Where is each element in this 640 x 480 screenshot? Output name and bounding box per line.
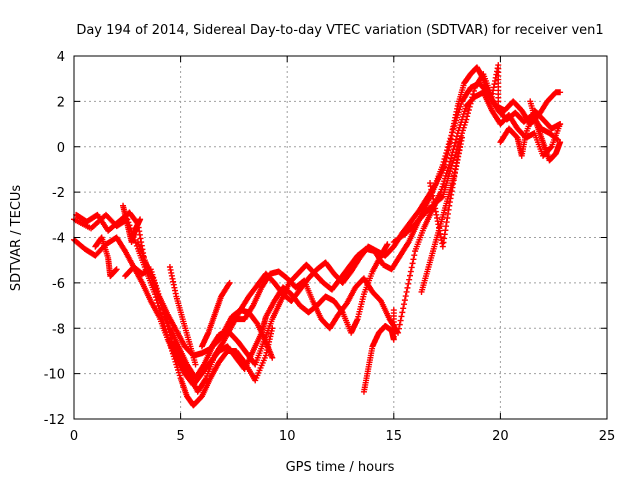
series-markers (122, 89, 564, 359)
y-tick-label: -8 (52, 322, 65, 337)
y-tick-label: 0 (57, 141, 65, 156)
series-arc-l (427, 134, 466, 250)
series-markers (92, 234, 120, 280)
series-arc-f (220, 307, 276, 361)
series-markers (497, 107, 564, 159)
series-markers (527, 98, 564, 164)
x-tick-label: 10 (279, 429, 296, 444)
series-arc-e (134, 80, 564, 395)
y-tick-label: 2 (57, 95, 65, 110)
y-axis-title: SDTVAR / TECUs (9, 185, 24, 292)
series-arc-o (92, 234, 120, 280)
series-markers (120, 202, 144, 246)
series-markers (198, 279, 233, 350)
y-tick-label: 4 (57, 50, 65, 65)
tick-layer: 0 5 10 15 20 25 -12 -10 -8 -6 -4 -2 0 2 4 (44, 50, 616, 444)
series-markers (390, 62, 502, 246)
series-arc-i (360, 307, 397, 395)
x-tick-label: 25 (599, 429, 616, 444)
series-arc-k (390, 62, 502, 246)
x-tick-label: 20 (492, 429, 509, 444)
series-arc-m (497, 107, 564, 159)
x-tick-label: 5 (176, 429, 184, 444)
series-arc-h (166, 263, 199, 368)
x-tick-label: 15 (386, 429, 403, 444)
y-tick-label: -6 (52, 277, 65, 292)
x-tick-label: 0 (70, 429, 78, 444)
y-tick-label: -4 (52, 232, 65, 247)
series-markers (134, 80, 564, 395)
series-markers (360, 307, 397, 395)
series-arc-g (198, 279, 233, 350)
y-tick-label: -12 (44, 413, 65, 428)
series-markers (166, 263, 199, 368)
y-tick-label: -2 (52, 186, 65, 201)
series-markers (427, 134, 466, 250)
series-arc-n (527, 98, 564, 164)
chart-title: Day 194 of 2014, Sidereal Day-to-day VTE… (76, 23, 603, 38)
x-axis-title: GPS time / hours (286, 460, 395, 475)
y-tick-label: -10 (44, 368, 65, 383)
series-arc-d (122, 89, 564, 359)
series-arc-p (120, 202, 144, 246)
series-markers (220, 307, 276, 361)
